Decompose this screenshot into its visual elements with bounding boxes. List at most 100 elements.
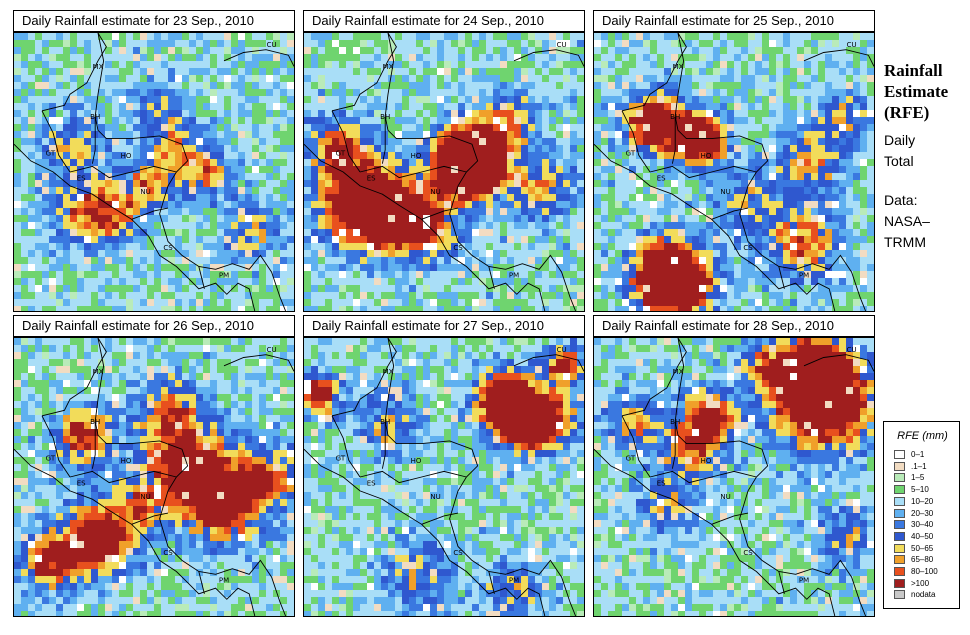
legend-item: 65–80 <box>894 555 956 565</box>
coastline <box>94 33 287 311</box>
country-border <box>331 110 361 173</box>
country-border <box>621 110 651 173</box>
country-label: ES <box>657 479 666 487</box>
country-label: GT <box>336 454 346 462</box>
country-label: BH <box>670 113 680 121</box>
rainfall-map: MX CU BH GT HO ES NU CS PM <box>303 32 585 312</box>
rainfall-map: MX CU BH GT HO ES NU CS PM <box>593 32 875 312</box>
rainfall-grid <box>594 33 874 311</box>
country-border <box>91 116 96 164</box>
country-label: CU <box>267 346 277 354</box>
rainfall-map-panel-3: Daily Rainfall estimate for 25 Sep., 201… <box>593 10 875 312</box>
country-label: CS <box>453 549 463 557</box>
panel-title: Daily Rainfall estimate for 25 Sep., 201… <box>593 10 875 32</box>
country-border <box>41 415 71 478</box>
legend-item: 50–65 <box>894 543 956 554</box>
panel-title: Daily Rainfall estimate for 23 Sep., 201… <box>13 10 295 32</box>
country-border <box>649 165 757 179</box>
country-label: HO <box>121 152 132 160</box>
country-border <box>778 571 785 594</box>
country-label: ES <box>367 174 376 182</box>
legend-swatch <box>894 508 905 518</box>
rainfall-grid <box>14 33 294 311</box>
coastline <box>803 354 874 372</box>
country-border <box>91 421 96 469</box>
rainfall-map-panel-5: Daily Rainfall estimate for 27 Sep., 201… <box>303 315 585 617</box>
legend-item: 30–40 <box>894 520 956 530</box>
country-border <box>711 512 749 525</box>
sidebar-title-line: Rainfall <box>884 61 943 80</box>
country-label: MX <box>383 63 394 71</box>
legend-title: RFE (mm) <box>897 430 948 442</box>
coastline <box>594 448 836 616</box>
legend-item: .1–1 <box>894 461 956 472</box>
country-border <box>778 266 785 289</box>
rainfall-map: MX CU BH GT HO ES NU CS PM <box>13 32 295 312</box>
legend-item: 0–1 <box>894 450 956 460</box>
country-border <box>198 571 205 594</box>
rainfall-grid <box>304 33 584 311</box>
legend-swatch <box>894 520 905 530</box>
legend-label: 65–80 <box>911 555 934 565</box>
country-label: CU <box>847 41 857 49</box>
country-label: PM <box>799 272 809 280</box>
country-label: BH <box>90 113 100 121</box>
country-label: HO <box>701 457 712 465</box>
country-border <box>381 116 386 164</box>
country-label: MX <box>383 368 394 376</box>
coastline <box>331 338 397 417</box>
legend-label: nodata <box>911 590 936 600</box>
coastline <box>41 33 107 112</box>
legend-swatch <box>894 590 905 600</box>
coastline <box>331 33 397 112</box>
country-label: ES <box>657 174 666 182</box>
panel-title: Daily Rainfall estimate for 24 Sep., 201… <box>303 10 585 32</box>
country-label: PM <box>509 577 519 585</box>
country-label: CS <box>163 549 173 557</box>
legend-item: nodata <box>894 590 956 600</box>
country-border <box>671 116 676 164</box>
legend-item: 5–10 <box>894 485 956 495</box>
rainfall-map-panel-2: Daily Rainfall estimate for 24 Sep., 201… <box>303 10 585 312</box>
legend-swatch <box>894 450 905 459</box>
panel-title: Daily Rainfall estimate for 28 Sep., 201… <box>593 315 875 337</box>
coastline <box>304 143 546 311</box>
country-label: GT <box>336 149 346 157</box>
country-label: MX <box>93 63 104 71</box>
coastline <box>674 33 867 311</box>
country-label: BH <box>380 113 390 121</box>
legend-item: 40–50 <box>894 531 956 542</box>
coastline <box>94 338 287 616</box>
country-label: NU <box>140 493 150 501</box>
rainfall-map: MX CU BH GT HO ES NU CS PM <box>13 337 295 617</box>
country-border <box>421 512 459 525</box>
legend-item: 20–30 <box>894 508 956 519</box>
rainfall-grid <box>14 338 294 616</box>
legend-label: 5–10 <box>911 485 929 495</box>
country-label: NU <box>720 493 730 501</box>
coastline <box>621 33 687 112</box>
legend-swatch <box>894 543 905 553</box>
coastline <box>803 49 874 67</box>
country-border <box>671 421 676 469</box>
legend-item: 10–20 <box>894 496 956 507</box>
coastline <box>513 49 584 67</box>
country-label: GT <box>626 149 636 157</box>
country-label: BH <box>380 418 390 426</box>
rainfall-map-panel-1: Daily Rainfall estimate for 23 Sep., 201… <box>13 10 295 312</box>
legend-swatch <box>894 461 905 471</box>
sidebar-title-line: (RFE) <box>884 103 930 122</box>
coastline <box>621 338 687 417</box>
country-border <box>331 415 361 478</box>
country-label: GT <box>626 454 636 462</box>
legend-label: 30–40 <box>911 520 934 530</box>
country-label: ES <box>77 479 86 487</box>
country-label: GT <box>46 454 56 462</box>
country-label: PM <box>799 577 809 585</box>
legend-swatch <box>894 531 905 541</box>
country-label: HO <box>411 152 422 160</box>
country-border <box>381 421 386 469</box>
coastline <box>223 354 294 372</box>
legend-swatch <box>894 567 905 576</box>
country-border <box>359 165 467 179</box>
